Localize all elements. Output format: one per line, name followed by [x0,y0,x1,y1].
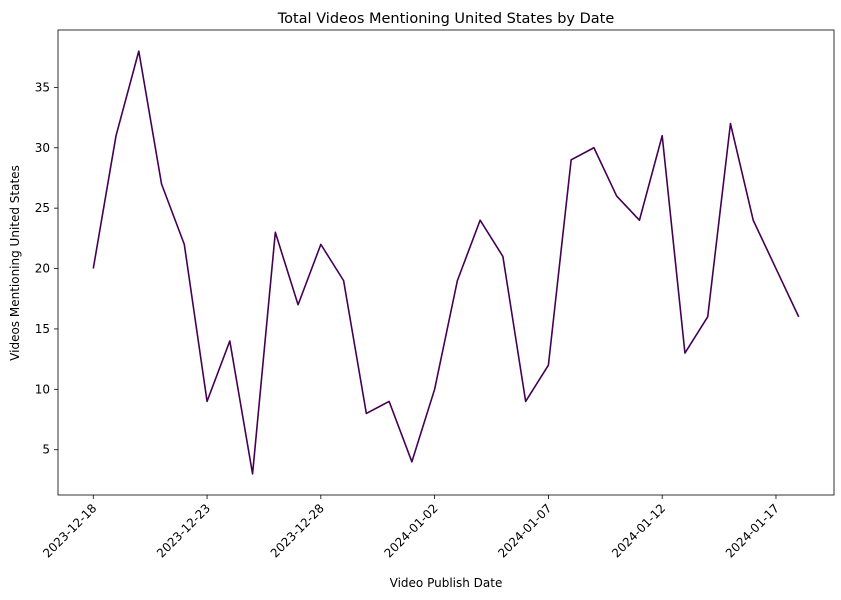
x-axis: 2023-12-18 2023-12-23 2023-12-28 2024-01-02… [40,495,782,560]
y-tick-label: 35 [35,80,50,94]
series-group [92,50,800,475]
x-axis-label: Video Publish Date [390,576,503,590]
y-tick-label: 5 [42,443,50,457]
x-tick-label: 2023-12-18 [40,501,99,560]
x-tick-label: 2024-01-12 [609,501,668,560]
y-tick-label: 25 [35,201,50,215]
y-tick-label: 15 [35,322,50,336]
x-tick-label: 2023-12-28 [268,501,327,560]
y-tick-label: 20 [35,262,50,276]
plot-frame [57,29,835,496]
x-tick-label: 2024-01-07 [495,501,554,560]
x-tick-label: 2024-01-02 [382,501,441,560]
x-tick-label: 2024-01-17 [723,501,782,560]
y-tick-label: 10 [35,382,50,396]
series-line [92,50,800,475]
y-tick-label: 30 [35,141,50,155]
y-axis-label: Videos Mentioning United States [8,165,22,361]
y-axis: 5 10 15 20 25 30 35 [35,80,58,457]
chart-title: Total Videos Mentioning United States by… [277,11,615,27]
x-tick-label: 2023-12-23 [154,501,213,560]
